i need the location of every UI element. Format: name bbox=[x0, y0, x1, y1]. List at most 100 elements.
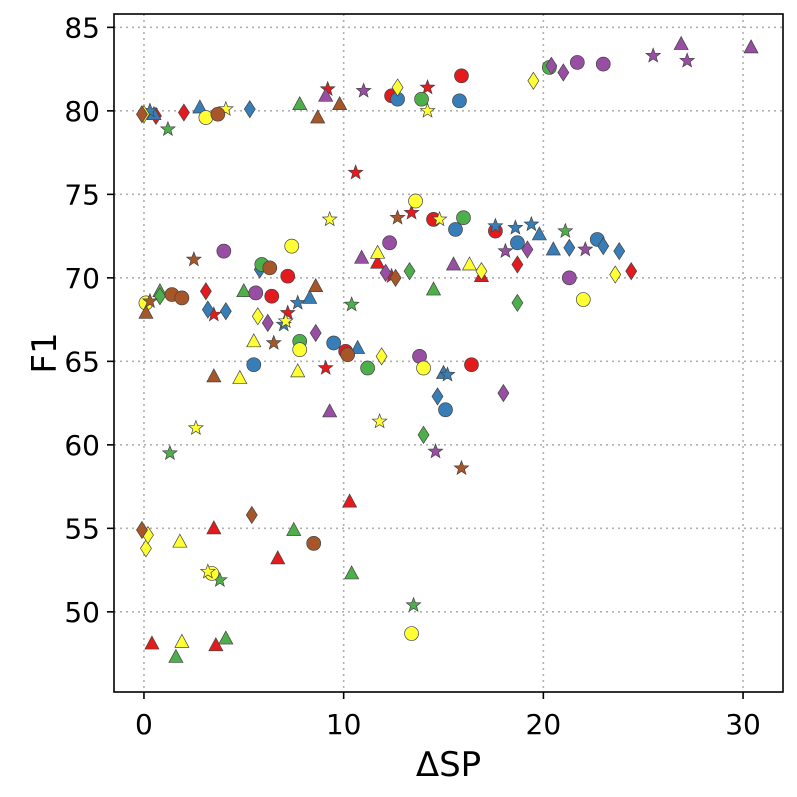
blue-circle-point bbox=[510, 235, 525, 251]
purple-circle-point bbox=[382, 235, 397, 251]
green-triangle-point bbox=[425, 281, 442, 296]
red-circle-point bbox=[264, 288, 280, 304]
red-diamond-point bbox=[177, 103, 190, 122]
yellow-circle-point bbox=[404, 626, 419, 641]
green-star-point bbox=[161, 444, 179, 461]
yellow-diamond-point bbox=[527, 71, 540, 90]
blue-circle-point bbox=[326, 335, 342, 351]
purple-diamond-point bbox=[521, 240, 534, 259]
purple-triangle-point bbox=[673, 35, 689, 50]
green-triangle-point bbox=[292, 95, 308, 111]
blue-triangle-point bbox=[545, 241, 561, 256]
red-star-point bbox=[347, 164, 364, 180]
red-diamond-point bbox=[199, 282, 212, 301]
yellow-circle-point bbox=[575, 292, 591, 307]
y-tick-label: 70 bbox=[64, 262, 100, 295]
purple-star-point bbox=[577, 240, 594, 257]
red-diamond-point bbox=[625, 262, 638, 281]
purple-circle-point bbox=[569, 55, 585, 70]
yellow-triangle-point bbox=[246, 333, 262, 348]
green-triangle-point bbox=[286, 521, 302, 536]
yellow-triangle-point bbox=[290, 363, 306, 378]
yellow-circle-point bbox=[416, 360, 431, 376]
yellow-star-point bbox=[199, 563, 216, 579]
brown-star-point bbox=[389, 209, 406, 225]
grid bbox=[114, 14, 783, 692]
red-diamond-point bbox=[511, 255, 524, 274]
y-tick-label: 55 bbox=[64, 512, 100, 545]
x-tick-label: 20 bbox=[526, 708, 562, 741]
green-diamond-point bbox=[417, 425, 430, 444]
blue-diamond-point bbox=[201, 300, 214, 319]
y-axis-ticks: 50 55 60 65 70 75 80 85 bbox=[64, 11, 114, 629]
red-circle-point bbox=[454, 68, 469, 84]
blue-star-point bbox=[507, 219, 524, 235]
purple-diamond-point bbox=[557, 63, 570, 82]
yellow-triangle-point bbox=[370, 244, 386, 259]
purple-diamond-point bbox=[545, 56, 558, 75]
green-star-point bbox=[159, 120, 176, 137]
y-tick-label: 85 bbox=[64, 11, 100, 44]
purple-circle-point bbox=[595, 56, 611, 72]
blue-diamond-point bbox=[243, 100, 256, 119]
brown-star-point bbox=[453, 459, 470, 476]
brown-diamond-point bbox=[245, 505, 258, 525]
purple-triangle-point bbox=[743, 39, 759, 54]
blue-star-point bbox=[289, 294, 306, 310]
red-star-point bbox=[279, 304, 296, 320]
data-points bbox=[136, 35, 759, 663]
yellow-triangle-point bbox=[174, 633, 190, 648]
blue-circle-point bbox=[438, 402, 453, 418]
green-star-point bbox=[557, 222, 574, 238]
brown-diamond-point bbox=[136, 105, 148, 124]
purple-triangle-point bbox=[318, 87, 334, 102]
yellow-star-point bbox=[431, 210, 448, 227]
yellow-diamond-point bbox=[140, 539, 152, 558]
blue-diamond-point bbox=[563, 238, 576, 257]
plot-frame bbox=[113, 13, 784, 693]
purple-diamond-point bbox=[497, 383, 510, 403]
yellow-star-point bbox=[371, 412, 388, 429]
brown-triangle-point bbox=[138, 304, 154, 319]
brown-diamond-point bbox=[136, 520, 148, 540]
red-circle-point bbox=[464, 357, 479, 373]
red-star-point bbox=[317, 359, 334, 375]
blue-triangle-point bbox=[350, 339, 366, 354]
yellow-star-point bbox=[217, 100, 234, 117]
blue-circle-point bbox=[448, 222, 463, 237]
yellow-star-point bbox=[321, 210, 338, 227]
y-tick-label: 65 bbox=[64, 345, 100, 378]
purple-star-point bbox=[355, 82, 372, 98]
yellow-star-point bbox=[277, 312, 294, 329]
y-axis-label: F1 bbox=[25, 332, 65, 373]
yellow-diamond-point bbox=[391, 78, 404, 97]
brown-star-point bbox=[185, 250, 202, 267]
green-diamond-point bbox=[154, 287, 166, 306]
x-tick-label: 0 bbox=[135, 708, 153, 741]
green-star-point bbox=[343, 296, 360, 312]
yellow-triangle-point bbox=[461, 256, 478, 271]
yellow-circle-point bbox=[292, 342, 308, 358]
y-tick-label: 50 bbox=[64, 596, 100, 629]
green-triangle-point bbox=[344, 565, 360, 580]
yellow-diamond-point bbox=[251, 307, 264, 326]
y-tick-label: 80 bbox=[64, 95, 100, 128]
purple-star-point bbox=[679, 52, 696, 68]
x-tick-label: 10 bbox=[326, 708, 362, 741]
blue-triangle-point bbox=[192, 99, 208, 114]
yellow-diamond-point bbox=[609, 265, 622, 284]
purple-circle-point bbox=[216, 243, 232, 259]
brown-circle-point bbox=[340, 347, 356, 363]
red-star-point bbox=[403, 204, 420, 220]
x-axis-label: ΔSP bbox=[416, 745, 481, 785]
y-tick-label: 60 bbox=[64, 429, 100, 462]
brown-triangle-point bbox=[310, 109, 326, 124]
x-axis-ticks: 0 10 20 30 bbox=[135, 692, 761, 741]
yellow-star-point bbox=[419, 102, 436, 118]
brown-star-point bbox=[265, 334, 282, 350]
brown-circle-point bbox=[262, 260, 278, 276]
yellow-circle-point bbox=[408, 193, 423, 209]
purple-circle-point bbox=[248, 285, 264, 301]
blue-diamond-point bbox=[597, 236, 610, 256]
